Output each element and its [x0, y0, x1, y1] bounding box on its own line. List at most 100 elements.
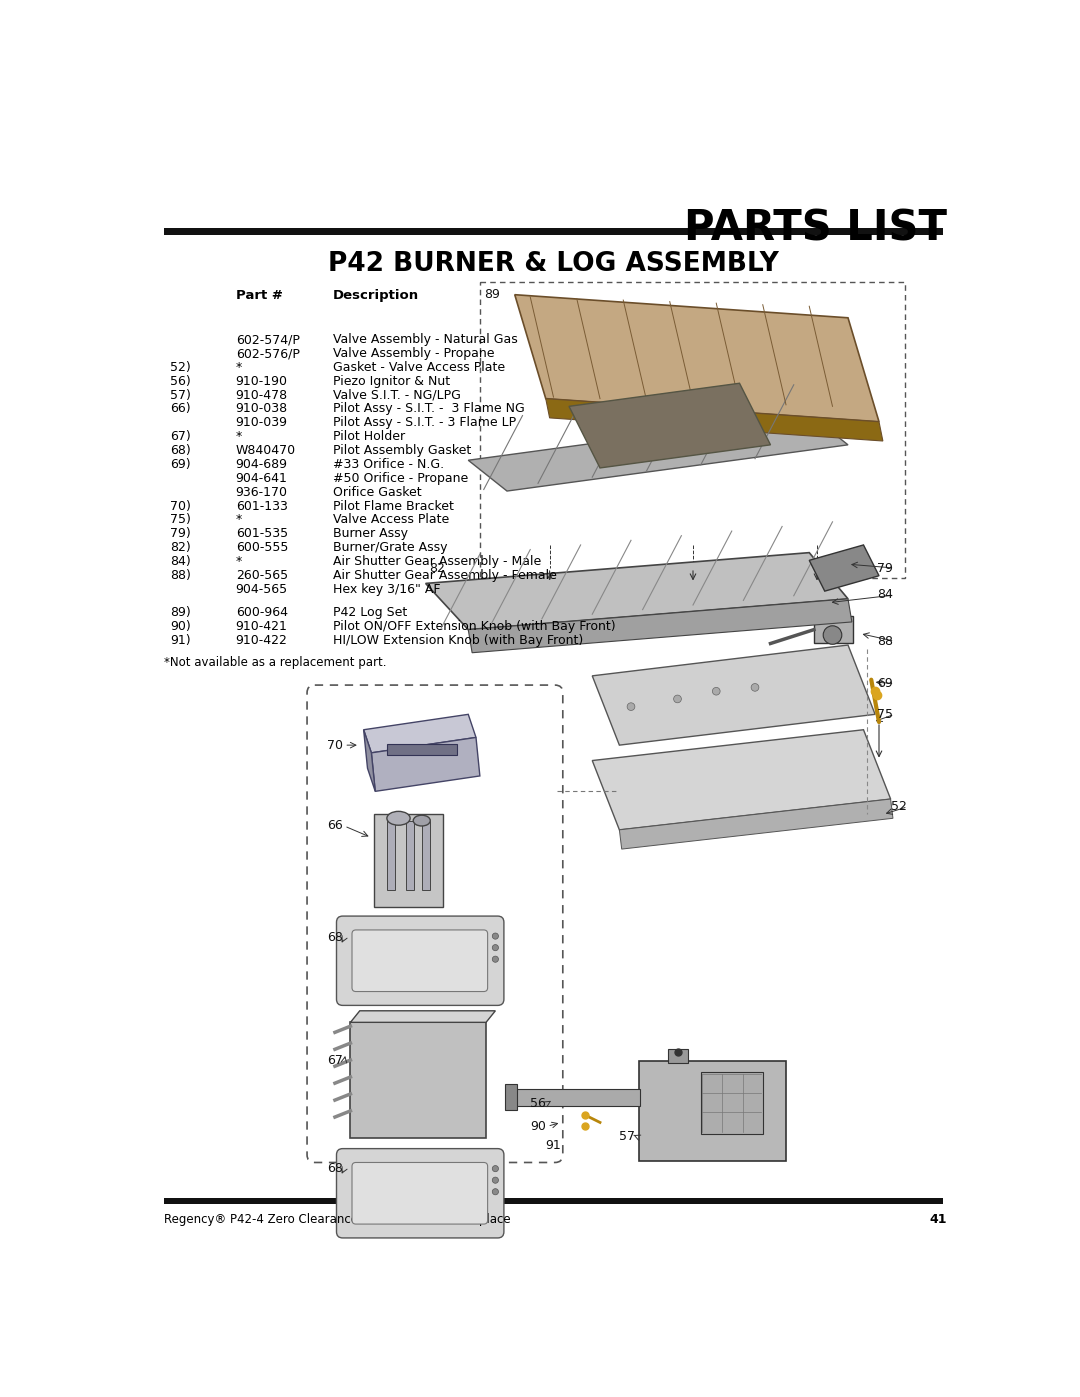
Text: 910-421: 910-421	[235, 620, 287, 633]
Text: 67: 67	[327, 1055, 343, 1067]
Bar	[406, 820, 414, 890]
Bar	[480, 282, 905, 578]
Text: #33 Orifice - N.G.: #33 Orifice - N.G.	[333, 458, 444, 471]
Polygon shape	[809, 545, 879, 591]
Ellipse shape	[414, 816, 430, 826]
Text: 260-565: 260-565	[235, 569, 288, 581]
Ellipse shape	[387, 812, 410, 826]
Text: 91: 91	[545, 1139, 562, 1153]
Polygon shape	[515, 295, 879, 422]
Text: 600-555: 600-555	[235, 541, 288, 555]
Text: 90: 90	[530, 1120, 546, 1133]
Bar	[350, 1023, 486, 1137]
Text: 79: 79	[877, 562, 893, 574]
Polygon shape	[569, 383, 770, 468]
Text: Piezo Ignitor & Nut: Piezo Ignitor & Nut	[333, 374, 449, 388]
Text: Valve S.I.T. - NG/LPG: Valve S.I.T. - NG/LPG	[333, 388, 460, 401]
Text: Gasket - Valve Access Plate: Gasket - Valve Access Plate	[333, 360, 504, 374]
Text: #50 Orifice - Propane: #50 Orifice - Propane	[333, 472, 468, 485]
Circle shape	[627, 703, 635, 711]
Text: Valve Access Plate: Valve Access Plate	[333, 513, 449, 527]
Circle shape	[823, 626, 841, 644]
Text: 69: 69	[877, 678, 893, 690]
Text: P42 BURNER & LOG ASSEMBLY: P42 BURNER & LOG ASSEMBLY	[328, 251, 779, 277]
Text: Valve Assembly - Natural Gas: Valve Assembly - Natural Gas	[333, 334, 517, 346]
Text: Pilot Assembly Gasket: Pilot Assembly Gasket	[333, 444, 471, 457]
Polygon shape	[592, 729, 891, 830]
Polygon shape	[364, 714, 476, 753]
Text: Pilot Holder: Pilot Holder	[333, 430, 405, 443]
Text: 601-535: 601-535	[235, 527, 288, 541]
Text: 88: 88	[877, 634, 893, 648]
Text: 69): 69)	[171, 458, 191, 471]
Text: 75: 75	[877, 708, 893, 721]
Text: Pilot Assy - S.I.T. - 3 Flame LP: Pilot Assy - S.I.T. - 3 Flame LP	[333, 416, 516, 429]
Text: 904-641: 904-641	[235, 472, 287, 485]
Text: 602-576/P: 602-576/P	[235, 346, 299, 360]
Circle shape	[492, 933, 499, 939]
Text: 52: 52	[891, 800, 906, 813]
Text: 66: 66	[327, 820, 343, 833]
Text: 90): 90)	[170, 620, 191, 633]
Circle shape	[492, 1178, 499, 1183]
Text: Burner/Grate Assy: Burner/Grate Assy	[333, 541, 447, 555]
Polygon shape	[545, 398, 882, 441]
Polygon shape	[350, 1011, 496, 1023]
Bar	[164, 1197, 943, 1204]
Polygon shape	[469, 599, 852, 652]
Bar	[701, 1073, 762, 1134]
Text: 88): 88)	[170, 569, 191, 581]
Text: 70): 70)	[170, 500, 191, 513]
Text: 66): 66)	[171, 402, 191, 415]
Text: 904-565: 904-565	[235, 583, 288, 595]
Text: 84): 84)	[170, 555, 191, 569]
Text: 910-038: 910-038	[235, 402, 288, 415]
Text: 68: 68	[327, 1162, 343, 1175]
Text: 56): 56)	[170, 374, 191, 388]
Bar	[374, 814, 444, 907]
Bar	[814, 616, 852, 643]
Text: HI/LOW Extension Knob (with Bay Front): HI/LOW Extension Knob (with Bay Front)	[333, 634, 583, 647]
Polygon shape	[592, 645, 875, 745]
Text: 56: 56	[530, 1097, 546, 1109]
Text: Pilot Flame Bracket: Pilot Flame Bracket	[333, 500, 454, 513]
Polygon shape	[372, 738, 480, 791]
Text: 68: 68	[327, 932, 343, 944]
Polygon shape	[469, 414, 848, 490]
Text: 910-190: 910-190	[235, 374, 287, 388]
Text: 52): 52)	[170, 360, 191, 374]
Bar	[505, 1084, 517, 1111]
Text: 41: 41	[930, 1214, 947, 1227]
Text: 70: 70	[327, 739, 343, 752]
Text: *: *	[235, 555, 242, 569]
Bar	[669, 1049, 688, 1063]
Text: 936-170: 936-170	[235, 486, 287, 499]
Text: 602-574/P: 602-574/P	[235, 334, 299, 346]
Text: PARTS LIST: PARTS LIST	[685, 208, 947, 250]
Circle shape	[492, 1165, 499, 1172]
Circle shape	[751, 683, 759, 692]
Circle shape	[674, 696, 681, 703]
Bar	[515, 1088, 640, 1105]
Text: *: *	[235, 430, 242, 443]
Bar	[422, 820, 430, 890]
FancyBboxPatch shape	[337, 916, 504, 1006]
Text: 910-478: 910-478	[235, 388, 288, 401]
Text: 82): 82)	[170, 541, 191, 555]
Text: Description: Description	[333, 289, 419, 302]
Text: *: *	[235, 513, 242, 527]
Text: *Not available as a replacement part.: *Not available as a replacement part.	[164, 655, 387, 669]
Text: Part #: Part #	[235, 289, 283, 302]
Text: 89: 89	[484, 288, 500, 302]
Text: Burner Assy: Burner Assy	[333, 527, 407, 541]
Text: Air Shutter Gear Assembly - Male: Air Shutter Gear Assembly - Male	[333, 555, 541, 569]
Text: Orifice Gasket: Orifice Gasket	[333, 486, 421, 499]
Text: Air Shutter Gear Assembly - Female: Air Shutter Gear Assembly - Female	[333, 569, 556, 581]
Text: P42 Log Set: P42 Log Set	[333, 606, 407, 619]
Text: Pilot Assy - S.I.T. -  3 Flame NG: Pilot Assy - S.I.T. - 3 Flame NG	[333, 402, 525, 415]
Text: Pilot ON/OFF Extension Knob (with Bay Front): Pilot ON/OFF Extension Knob (with Bay Fr…	[333, 620, 616, 633]
Text: 68): 68)	[170, 444, 191, 457]
Text: 84: 84	[877, 588, 893, 602]
Text: 600-964: 600-964	[235, 606, 287, 619]
Circle shape	[492, 956, 499, 963]
